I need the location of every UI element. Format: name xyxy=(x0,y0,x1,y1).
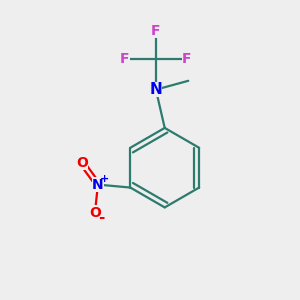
Text: F: F xyxy=(182,52,192,66)
Text: O: O xyxy=(76,155,88,170)
Text: O: O xyxy=(89,206,101,220)
Text: F: F xyxy=(120,52,130,66)
Text: +: + xyxy=(100,174,109,184)
Text: N: N xyxy=(92,178,104,192)
Text: F: F xyxy=(151,24,160,38)
Text: N: N xyxy=(149,82,162,97)
Text: -: - xyxy=(98,210,105,225)
